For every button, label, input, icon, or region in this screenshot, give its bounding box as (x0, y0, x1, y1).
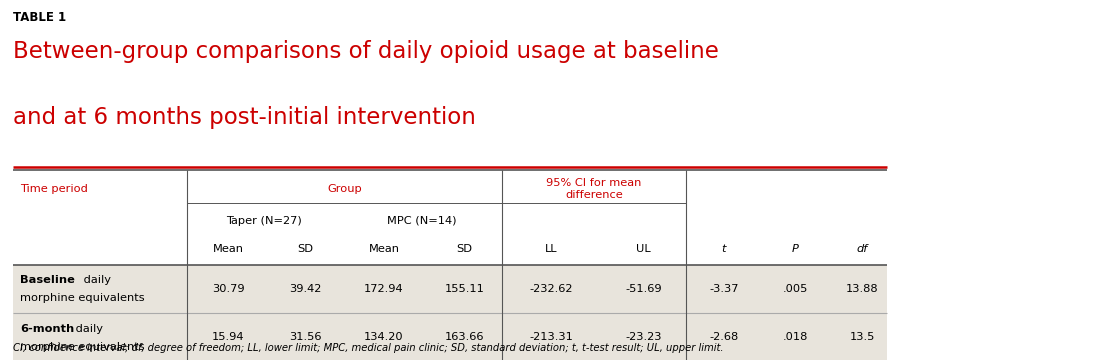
Text: Mean: Mean (368, 244, 399, 254)
Text: -213.31: -213.31 (529, 333, 573, 342)
Text: -3.37: -3.37 (710, 284, 738, 294)
Text: -23.23: -23.23 (625, 333, 662, 342)
Text: SD: SD (456, 244, 472, 254)
Text: CI, confidence interval; df, degree of freedom; LL, lower limit; MPC, medical pa: CI, confidence interval; df, degree of f… (13, 343, 724, 354)
Text: morphine equivalents: morphine equivalents (20, 293, 144, 303)
Text: 13.5: 13.5 (849, 333, 876, 342)
Text: -51.69: -51.69 (625, 284, 662, 294)
Text: 39.42: 39.42 (289, 284, 321, 294)
Text: df: df (857, 244, 868, 254)
Bar (13, 313, 887, 360)
Text: morphine equivalents: morphine equivalents (20, 342, 144, 351)
Text: daily: daily (79, 275, 111, 285)
Text: .005: .005 (782, 284, 808, 294)
Text: 31.56: 31.56 (289, 333, 321, 342)
Text: 163.66: 163.66 (444, 333, 484, 342)
Text: 134.20: 134.20 (364, 333, 404, 342)
Text: and at 6 months post-initial intervention: and at 6 months post-initial interventio… (13, 106, 476, 129)
Text: Time period: Time period (20, 184, 88, 194)
Text: .018: .018 (782, 333, 808, 342)
Text: difference: difference (565, 190, 623, 201)
Text: 6-month: 6-month (20, 324, 74, 333)
Text: LL: LL (544, 244, 558, 254)
Text: P: P (792, 244, 799, 254)
Text: Group: Group (327, 184, 362, 194)
Text: MPC (N=14): MPC (N=14) (386, 216, 456, 225)
Text: 95% CI for mean: 95% CI for mean (547, 177, 641, 188)
Text: 155.11: 155.11 (444, 284, 484, 294)
Text: UL: UL (636, 244, 651, 254)
Text: 15.94: 15.94 (212, 333, 244, 342)
Text: Mean: Mean (212, 244, 244, 254)
Text: SD: SD (297, 244, 313, 254)
Text: Taper (N=27): Taper (N=27) (227, 216, 301, 225)
Bar (13, 265, 887, 313)
Text: 13.88: 13.88 (846, 284, 879, 294)
Text: 30.79: 30.79 (212, 284, 244, 294)
Text: 172.94: 172.94 (364, 284, 404, 294)
Text: Baseline: Baseline (20, 275, 75, 285)
Text: t: t (722, 244, 726, 254)
Text: -2.68: -2.68 (710, 333, 738, 342)
Text: Between-group comparisons of daily opioid usage at baseline: Between-group comparisons of daily opioi… (13, 40, 719, 63)
Text: daily: daily (73, 324, 103, 333)
Text: -232.62: -232.62 (529, 284, 573, 294)
Text: TABLE 1: TABLE 1 (13, 11, 66, 24)
